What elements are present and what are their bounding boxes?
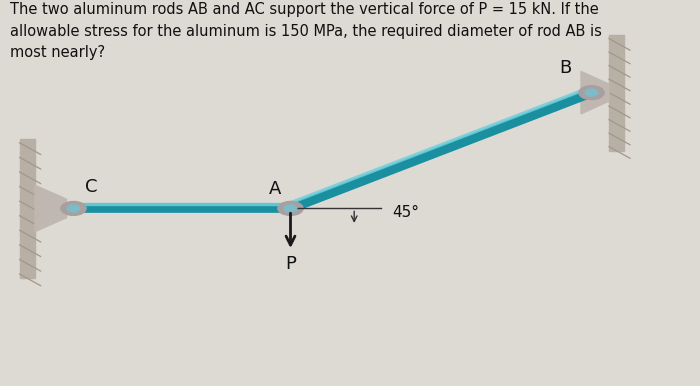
Text: P: P — [285, 256, 296, 273]
Circle shape — [278, 201, 303, 215]
Circle shape — [284, 205, 297, 212]
Text: 45°: 45° — [392, 205, 419, 220]
Text: The two aluminum rods AB and AC support the vertical force of P = 15 kN. If the
: The two aluminum rods AB and AC support … — [10, 2, 603, 60]
Polygon shape — [35, 185, 66, 232]
Text: C: C — [85, 178, 97, 196]
Text: B: B — [559, 59, 571, 76]
Circle shape — [61, 201, 86, 215]
Circle shape — [585, 89, 598, 96]
Polygon shape — [609, 35, 624, 151]
Polygon shape — [20, 139, 35, 278]
Polygon shape — [581, 71, 609, 114]
Circle shape — [579, 86, 604, 100]
Circle shape — [67, 205, 80, 212]
Text: A: A — [269, 180, 281, 198]
